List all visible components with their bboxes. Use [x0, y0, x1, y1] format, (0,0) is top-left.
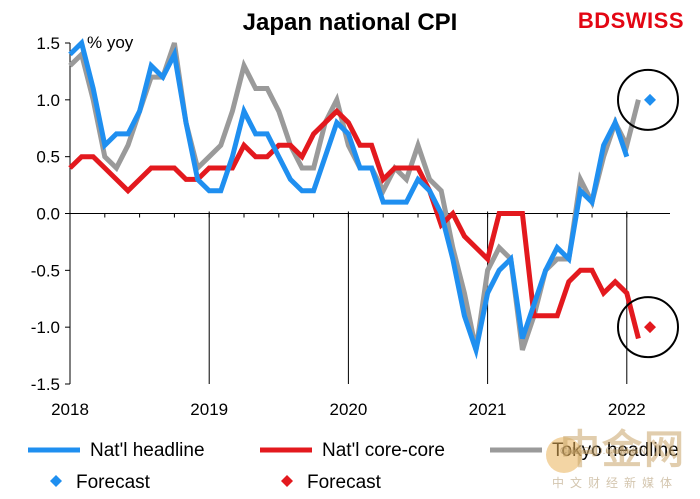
y-tick-label: -1.0 [31, 318, 60, 337]
legend-label-forecast: Forecast [76, 472, 151, 493]
watermark-url: CNGOLD.COM.CN [559, 446, 646, 457]
tokyo-headline-line [68, 42, 641, 351]
y-tick-label: -0.5 [31, 261, 60, 280]
axes-group: 1.5 1.0 0.5 0.0 -0.5 -1.0 -1.5 2018 2019 2020 2021… [31, 34, 670, 419]
legend: Nat'l headline Nat'l core-core Tokyo headl… [28, 440, 679, 493]
brand-logo-part1: BD [577, 8, 611, 33]
legend-label-nat-l-headline: Nat'l headline [90, 440, 205, 461]
y-tick-label: 0.5 [36, 148, 60, 167]
legend-swatch-forecast [281, 475, 293, 487]
chart-title: Japan national CPI [243, 9, 458, 36]
nat-l-headline-line [68, 38, 630, 360]
brand-logo-part2: SWISS [610, 8, 684, 33]
watermark-subtitle: 中文财经新媒体 [551, 476, 678, 490]
watermark-logo-icon [546, 437, 582, 473]
forecast-highlight-circle [617, 68, 679, 131]
forecast-point [644, 321, 656, 334]
series-lines [68, 38, 641, 360]
x-tick-label: 2018 [51, 400, 89, 419]
legend-swatch-forecast [50, 475, 62, 487]
nat-l-core-core-line [68, 107, 641, 340]
y-tick-label: 1.5 [36, 34, 60, 53]
x-tick-label: 2020 [329, 400, 367, 419]
y-axis-label: % yoy [87, 33, 134, 52]
watermark-text: 中金网 [560, 428, 686, 472]
x-tick-label: 2022 [608, 400, 646, 419]
legend-label-nat-l-core-core: Nat'l core-core [322, 440, 445, 461]
legend-label-forecast: Forecast [307, 472, 382, 493]
brand-logo: BDSWISS [578, 8, 684, 34]
y-tick-label: 1.0 [36, 91, 60, 110]
legend-label-tokyo-headline: Tokyo headline [552, 440, 679, 461]
y-tick-label: 0.0 [36, 205, 60, 224]
forecast-highlight-circle [617, 296, 679, 359]
y-tick-label: -1.5 [31, 375, 60, 394]
forecast-markers [617, 68, 679, 359]
forecast-point [644, 93, 656, 106]
x-tick-label: 2021 [469, 400, 507, 419]
x-tick-label: 2019 [190, 400, 228, 419]
